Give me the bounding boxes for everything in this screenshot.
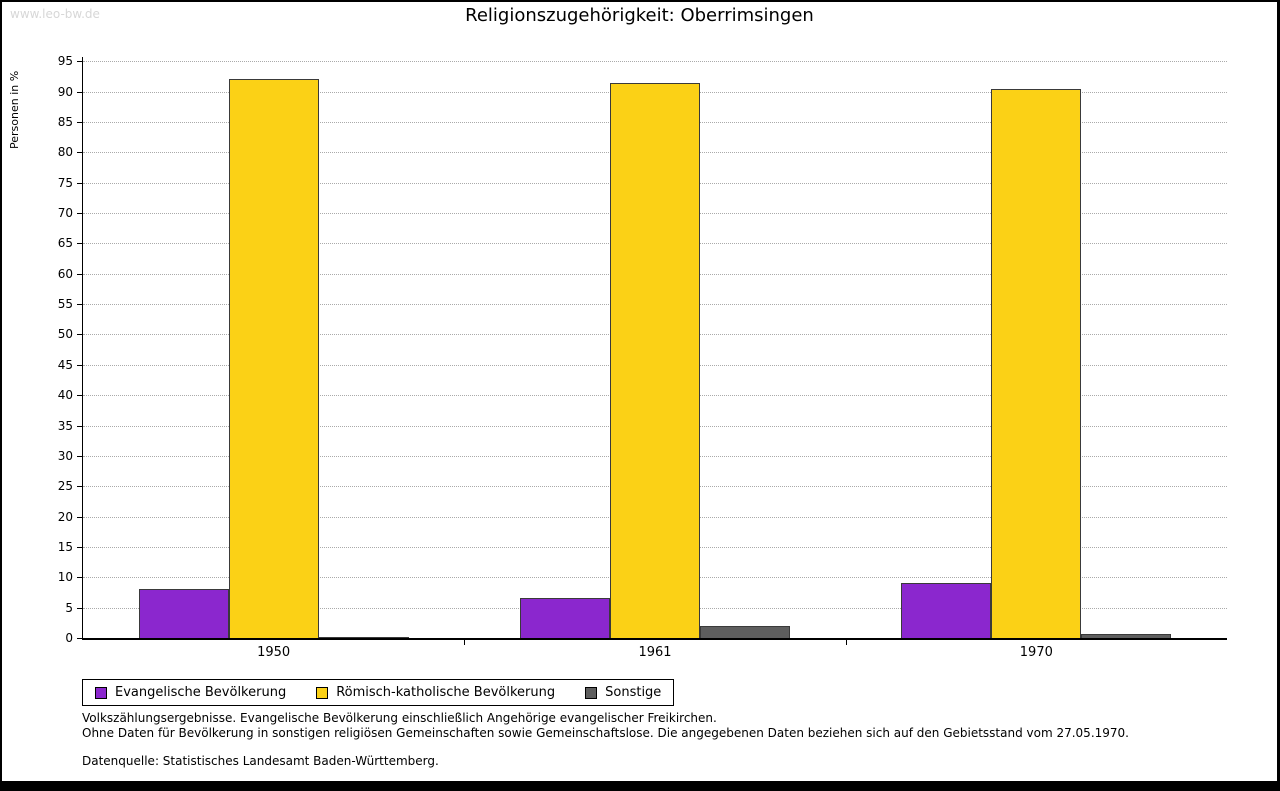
legend-item-2: Römisch-katholische Bevölkerung [316, 685, 555, 700]
bar-1950-1 [138, 589, 229, 638]
y-tick-label: 0 [65, 631, 73, 645]
y-tick-label: 45 [57, 357, 73, 372]
y-tick-label: 30 [57, 448, 73, 463]
bar-1970-2 [991, 88, 1082, 638]
y-tick-mark [77, 61, 83, 63]
y-tick-mark [77, 455, 83, 457]
y-tick-mark [77, 516, 83, 518]
bar-1970-3 [1081, 633, 1172, 638]
y-tick-label: 65 [57, 236, 73, 251]
x-tick-label: 1970 [1019, 645, 1053, 660]
legend-item-3: Sonstige [585, 685, 661, 700]
legend-swatch [95, 686, 107, 699]
plot-area: 0 5 10 15 20 25 30 35 40 45 50 55 60 65 70 75 80 85 90 95 19… [58, 54, 1227, 660]
y-tick-mark [77, 334, 83, 336]
y-tick-mark [77, 395, 83, 397]
y-tick-mark [77, 304, 83, 306]
y-tick-label: 90 [57, 84, 73, 99]
x-axis-tick [464, 640, 466, 645]
y-tick-mark [77, 152, 83, 154]
y-tick-mark [77, 638, 83, 639]
footnotes: Volkszählungsergebnisse. Evangelische Be… [82, 711, 1237, 769]
y-tick-label: 20 [57, 509, 73, 524]
bar-1961-1 [520, 597, 610, 638]
y-tick-label: 55 [57, 297, 73, 312]
y-tick-mark [77, 577, 83, 579]
x-tick-label: 1950 [257, 645, 291, 660]
bar-1961-3 [700, 625, 790, 638]
legend-label: Sonstige [605, 685, 662, 700]
y-tick-label: 95 [57, 54, 73, 69]
y-tick-mark [77, 546, 83, 548]
y-tick-mark [77, 213, 83, 215]
gridline [83, 61, 1227, 63]
y-tick-mark [77, 121, 83, 123]
y-tick-label: 40 [57, 388, 73, 403]
bar-1970-1 [901, 583, 992, 638]
y-tick-mark [77, 91, 83, 93]
legend-swatch [316, 686, 329, 699]
footnote-line-1: Volkszählungsergebnisse. Evangelische Be… [82, 711, 717, 725]
y-tick-mark [77, 425, 83, 427]
y-tick-mark [77, 243, 83, 245]
x-tick-label: 1961 [638, 645, 672, 660]
footnote-line-2: Ohne Daten für Bevölkerung in sonstigen … [82, 726, 1129, 740]
legend-label: Römisch-katholische Bevölkerung [336, 685, 556, 700]
data-source: Datenquelle: Statistisches Landesamt Bad… [82, 754, 439, 768]
y-tick-label: 85 [57, 114, 73, 129]
bar-1950-2 [228, 79, 319, 638]
y-tick-mark [77, 607, 83, 609]
legend-swatch [585, 686, 598, 699]
y-tick-label: 10 [57, 570, 73, 585]
y-tick-label: 75 [57, 175, 73, 190]
bar-1961-2 [610, 82, 700, 638]
y-tick-mark [77, 273, 83, 275]
bar-1950-3 [318, 636, 409, 638]
legend: Evangelische Bevölkerung Römisch-katholis… [82, 679, 675, 706]
y-tick-label: 5 [65, 600, 73, 615]
y-tick-label: 25 [57, 479, 73, 494]
legend-item-1: Evangelische Bevölkerung [95, 685, 286, 700]
page-title: Religionszugehörigkeit: Oberrimsingen [465, 5, 814, 26]
y-tick-mark [77, 182, 83, 184]
y-tick-label: 80 [57, 145, 73, 160]
y-tick-label: 60 [57, 266, 73, 281]
y-axis-label: Personen in % [8, 70, 21, 150]
x-axis-tick [845, 640, 847, 645]
y-tick-label: 50 [57, 327, 73, 342]
y-tick-label: 35 [57, 418, 73, 433]
legend-label: Evangelische Bevölkerung [115, 685, 287, 700]
watermark: www.leo-bw.de [10, 7, 100, 21]
y-tick-label: 70 [57, 206, 73, 221]
y-tick-mark [77, 364, 83, 366]
y-tick-label: 15 [57, 539, 73, 554]
y-tick-mark [77, 486, 83, 488]
